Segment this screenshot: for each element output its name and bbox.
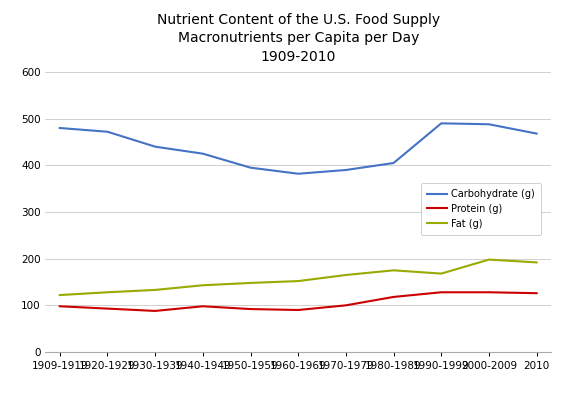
Protein (g): [199, 304, 206, 309]
Protein (g): [247, 307, 254, 312]
Protein (g): [438, 290, 445, 295]
Fat (g): [56, 293, 63, 298]
Protein (g): [104, 306, 111, 311]
Fat (g): [533, 260, 540, 265]
Carbohydrate (g): [390, 160, 397, 166]
Carbohydrate (g): [247, 165, 254, 170]
Fat (g): [438, 271, 445, 276]
Fat (g): [390, 268, 397, 273]
Protein (g): [56, 304, 63, 309]
Carbohydrate (g): [486, 122, 492, 127]
Carbohydrate (g): [533, 131, 540, 136]
Fat (g): [152, 288, 158, 292]
Line: Protein (g): Protein (g): [60, 292, 537, 311]
Legend: Carbohydrate (g), Protein (g), Fat (g): Carbohydrate (g), Protein (g), Fat (g): [421, 183, 541, 235]
Protein (g): [343, 303, 349, 308]
Carbohydrate (g): [343, 168, 349, 172]
Protein (g): [390, 294, 397, 299]
Carbohydrate (g): [104, 129, 111, 134]
Carbohydrate (g): [199, 151, 206, 156]
Fat (g): [199, 283, 206, 288]
Carbohydrate (g): [438, 121, 445, 126]
Protein (g): [295, 308, 302, 312]
Carbohydrate (g): [152, 144, 158, 149]
Title: Nutrient Content of the U.S. Food Supply
Macronutrients per Capita per Day
1909-: Nutrient Content of the U.S. Food Supply…: [157, 13, 440, 64]
Protein (g): [152, 308, 158, 313]
Line: Fat (g): Fat (g): [60, 260, 537, 295]
Line: Carbohydrate (g): Carbohydrate (g): [60, 123, 537, 174]
Protein (g): [533, 291, 540, 296]
Fat (g): [343, 273, 349, 278]
Fat (g): [295, 279, 302, 284]
Fat (g): [104, 290, 111, 295]
Fat (g): [486, 257, 492, 262]
Protein (g): [486, 290, 492, 295]
Carbohydrate (g): [295, 171, 302, 176]
Carbohydrate (g): [56, 126, 63, 130]
Fat (g): [247, 280, 254, 285]
